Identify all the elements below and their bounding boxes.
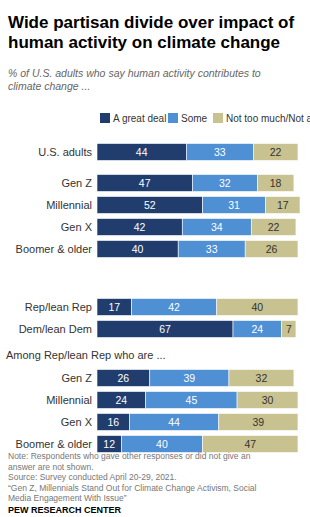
category-label: U.S. adults [38, 146, 92, 158]
bar-segment [251, 219, 296, 236]
category-label: Millennial [46, 394, 92, 406]
data-label: 33 [214, 146, 226, 158]
bar-segment [97, 144, 186, 161]
bar-segment [192, 175, 257, 192]
category-label: Gen Z [61, 177, 92, 189]
bar-segment [97, 321, 233, 338]
data-label: 32 [256, 372, 268, 384]
bars [97, 144, 300, 453]
data-label: 18 [270, 177, 282, 189]
note: answer are not shown. [8, 462, 94, 472]
report: “Gen Z, Millennials Stand Out for Climat… [8, 483, 257, 493]
data-label: 24 [252, 323, 264, 335]
category-label: Gen X [61, 221, 93, 233]
data-label: 32 [219, 177, 231, 189]
legend-swatch [213, 113, 223, 123]
data-label: 47 [139, 177, 151, 189]
title: human activity on climate change [8, 33, 280, 52]
bar-segment [245, 241, 298, 258]
bar-segment [97, 414, 129, 431]
bar-segment [253, 144, 298, 161]
note: Note: Respondents who gave other respons… [8, 451, 251, 461]
data-label: 7 [286, 323, 292, 335]
data-label: 31 [228, 199, 240, 211]
data-label: 45 [186, 394, 198, 406]
data-label: 26 [266, 243, 278, 255]
bar-segment [129, 414, 218, 431]
data-label: 17 [108, 301, 120, 313]
legend-label: Some [181, 113, 208, 124]
bar-segment [229, 370, 294, 387]
bar-segment [97, 436, 121, 453]
bar-segment [97, 370, 150, 387]
title: Wide partisan divide over impact of [8, 13, 294, 32]
data-label: 42 [168, 301, 180, 313]
bar-segment [97, 299, 132, 316]
data-label: 39 [253, 416, 265, 428]
source: Source: Survey conducted April 20-29, 20… [8, 472, 177, 482]
legend: A great deal Some Not too much/Not at all [100, 113, 310, 124]
category-label: Millennial [46, 199, 92, 211]
data-label: 44 [168, 416, 180, 428]
data-label: 42 [134, 221, 146, 233]
bar-segment [182, 219, 251, 236]
credit: PEW RESEARCH CENTER [8, 505, 122, 515]
chart: Wide partisan divide over impact ofhuman… [0, 0, 310, 517]
data-label: 47 [244, 438, 256, 450]
bar-segment [219, 414, 298, 431]
data-labels: 44 33 22 47 32 18 52 31 17 42 34 22 40 33 26 17 42 40 67 24… [103, 146, 292, 450]
data-label: 22 [268, 221, 280, 233]
group-label: Among Rep/lean Rep who are ... [6, 349, 166, 361]
legend-swatch [168, 113, 178, 123]
bar-segment [203, 197, 266, 214]
bar-segment [203, 436, 298, 453]
report: Media Engagement With Issue” [8, 493, 127, 503]
data-label: 52 [144, 199, 156, 211]
background [0, 0, 310, 517]
bar-segment [97, 197, 203, 214]
category-label: Gen X [61, 416, 93, 428]
category-label: Boomer & older [16, 243, 93, 255]
subtitle: % of U.S. adults who say human activity … [8, 67, 261, 79]
bar-segment [97, 241, 178, 258]
data-label: 16 [107, 416, 119, 428]
data-label: 40 [156, 438, 168, 450]
data-label: 34 [211, 221, 223, 233]
bar-segment [97, 175, 192, 192]
data-label: 22 [270, 146, 282, 158]
data-label: 39 [184, 372, 196, 384]
bar-segment [265, 197, 300, 214]
data-label: 24 [116, 394, 128, 406]
data-label: 33 [206, 243, 218, 255]
category-label: Gen Z [61, 372, 92, 384]
data-label: 12 [103, 438, 115, 450]
bar-segment [178, 241, 245, 258]
data-label: 40 [132, 243, 144, 255]
data-label: 26 [118, 372, 130, 384]
bar-segment [132, 299, 217, 316]
legend-label: Not too much/Not at all [226, 113, 310, 124]
data-label: 17 [277, 199, 289, 211]
legend-swatch [100, 113, 110, 123]
data-label: 30 [262, 394, 274, 406]
data-label: 40 [252, 301, 264, 313]
bar-segment [146, 392, 237, 409]
bar-segment [237, 392, 298, 409]
bar-segment [121, 436, 202, 453]
bar-segment [97, 392, 146, 409]
bar-segment [97, 219, 182, 236]
bar-segment [150, 370, 229, 387]
bar-segment [186, 144, 253, 161]
bar-segment [217, 299, 298, 316]
bar-segment [257, 175, 294, 192]
category-label: Rep/lean Rep [25, 301, 92, 313]
bar-segment [233, 321, 282, 338]
bar-segment [282, 321, 296, 338]
data-label: 67 [159, 323, 171, 335]
data-label: 44 [136, 146, 148, 158]
legend-label: A great deal [113, 113, 166, 124]
subtitle: climate change ... [8, 80, 90, 92]
category-label: Boomer & older [16, 438, 93, 450]
category-label: Dem/lean Dem [19, 323, 92, 335]
